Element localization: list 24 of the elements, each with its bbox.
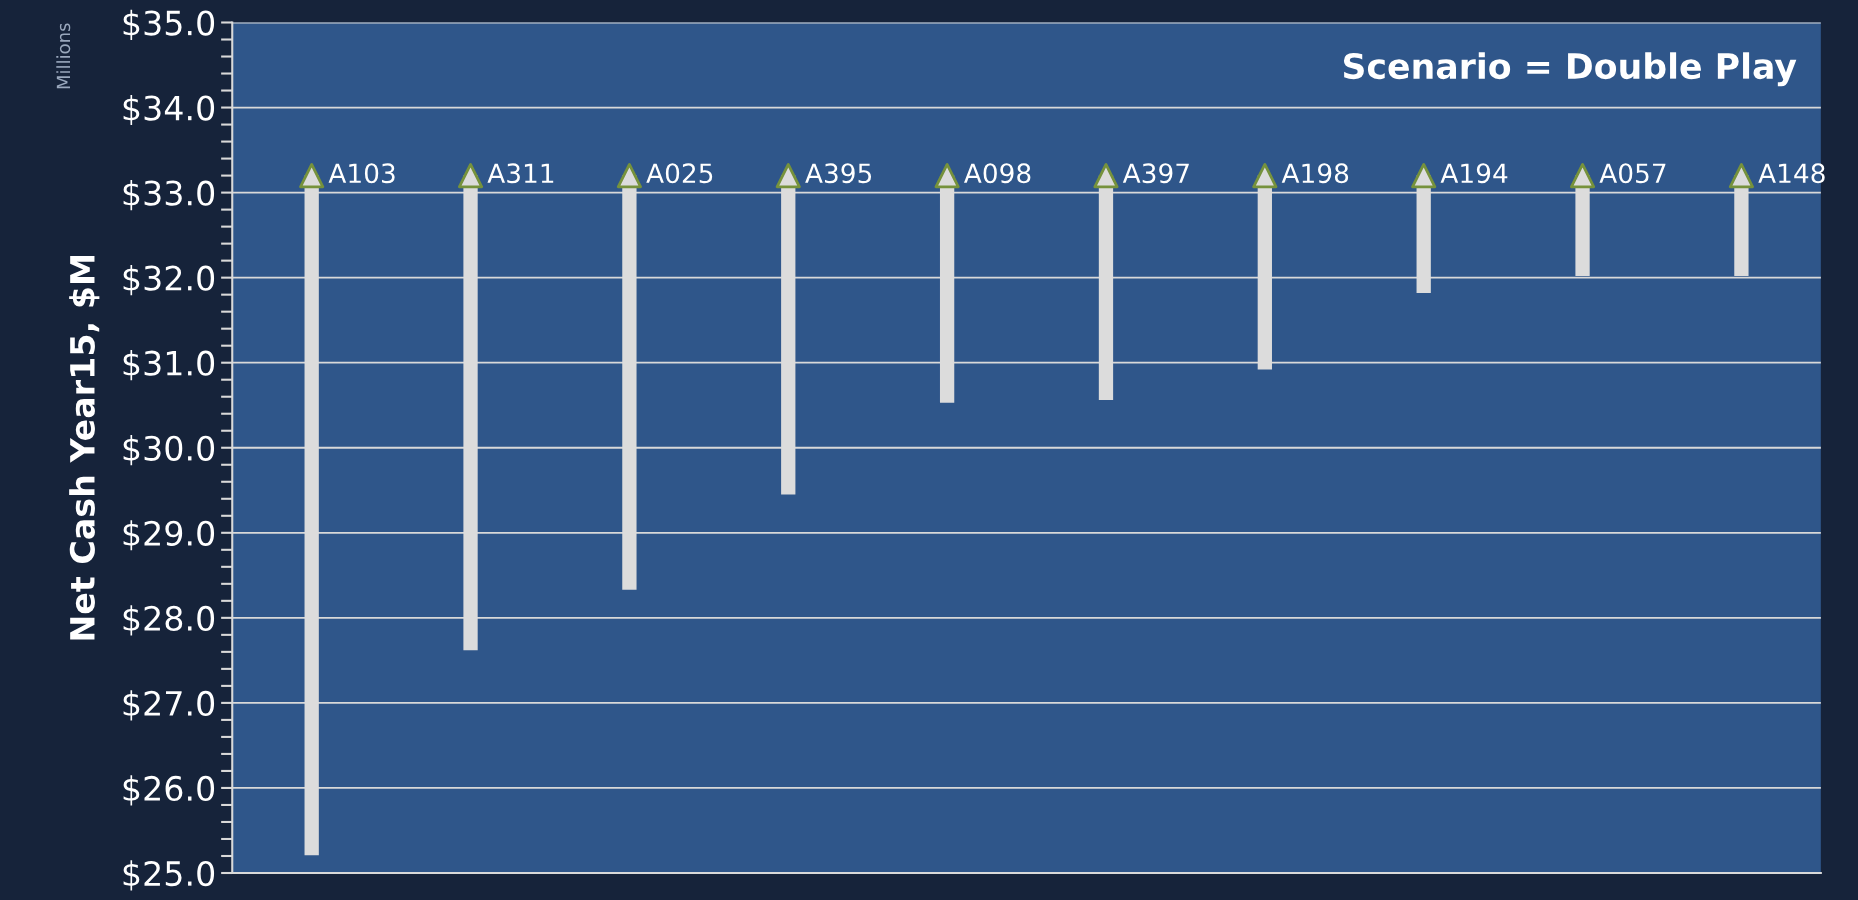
x-tick-label: A103: [328, 163, 395, 184]
y-tick-label: $29.0: [123, 520, 215, 551]
x-tick-label: A148: [1758, 163, 1825, 184]
y-tick-label: $26.0: [123, 775, 215, 806]
y-tick-label: $34.0: [123, 94, 215, 126]
x-tick-label: A395: [805, 163, 872, 184]
y-tick-label: $30.0: [123, 435, 215, 466]
x-tick-label: A397: [1122, 163, 1189, 184]
y-tick-label: $27.0: [123, 690, 215, 721]
y-tick-label: $35.0: [123, 9, 215, 41]
text: Scenario = Double Play: [1343, 52, 1797, 87]
y-tick-label: $25.0: [123, 860, 215, 891]
text: Millions: [56, 23, 71, 89]
y-tick-label: $28.0: [123, 605, 215, 636]
y-axis-title: Net Cash Year15, $M: [69, 255, 100, 640]
y-tick-label: $32.0: [123, 264, 215, 296]
x-tick-label: A311: [487, 163, 554, 184]
y-tick-label: $33.0: [123, 179, 215, 211]
x-tick-label: A198: [1281, 163, 1349, 184]
x-tick-label: A057: [1599, 163, 1666, 184]
x-tick-label: A025: [646, 163, 713, 184]
x-tick-label: A194: [1440, 163, 1508, 184]
y-tick-label: $31.0: [123, 350, 215, 381]
x-tick-label: A098: [963, 163, 1031, 184]
